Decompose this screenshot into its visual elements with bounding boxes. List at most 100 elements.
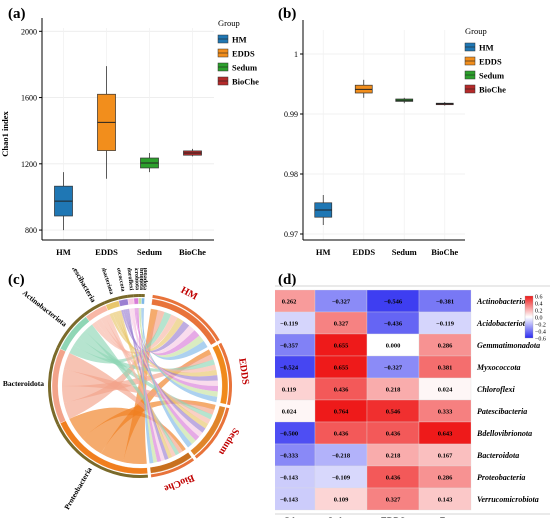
colorbar-tick-label: 0.2 [535,309,543,315]
heatmap-cell-label: −0.119 [436,321,455,328]
legend-label: EDDS [479,57,502,67]
x-tick-label: Sedum [392,247,417,257]
simpson-boxplot-chart: 0.970.980.991Simpson indexHMEDDSSedumBio… [284,20,506,257]
heatmap-cell-label: 0.436 [386,475,401,482]
heatmap-cell-label: 0.327 [334,321,349,328]
legend-label: BioChe [232,77,259,87]
x-tick-label: BioChe [431,247,458,257]
taxa-label: Gemmatimonadota [141,268,149,290]
heatmap-cell-label: 0.381 [438,365,453,372]
group-arc [190,405,226,456]
legend-label: EDDS [232,49,255,59]
row-label: Acidobacteriota [476,319,529,328]
y-tick-label: 0.99 [284,110,298,119]
colorbar-tick-label: −0.2 [535,323,546,329]
box-hm [54,172,73,231]
heatmap-cell-label: −0.327 [332,299,351,306]
x-tick-label: BioChe [179,247,206,257]
row-label: Proteobacteria [477,473,525,482]
heatmap-cell-label: 0.436 [334,431,349,438]
group-label: EDDS [236,357,251,385]
heatmap-cell-label: 0.436 [386,431,401,438]
chord-link [78,330,213,420]
y-tick-label: 2000 [21,27,37,36]
row-label: Chloroflexi [477,385,516,394]
heatmap-cell-label: 0.333 [438,409,453,416]
heatmap-cell-label: −0.119 [280,321,299,328]
taxa-arc [133,297,139,305]
group-outer-ring [218,342,232,406]
taxa-arc [127,298,135,305]
row-label: Verrucomicrobiota [477,495,539,504]
y-tick-label: 1 [294,50,298,59]
colorbar-tick-label: 0.4 [535,302,543,308]
row-label: Bdellovibrionota [476,429,532,438]
column-label: EDDS [381,516,405,518]
heatmap-cell-label: 0.024 [438,387,453,394]
heatmap-frame [275,285,550,515]
heatmap-cell-label: 0.643 [438,431,453,438]
box-sedum [140,153,159,173]
heatmap-cell [418,487,472,511]
box-edds [354,79,373,98]
y-tick-label: 0.98 [284,170,298,179]
chord-link [85,324,180,456]
x-tick-label: HM [316,247,331,257]
chao1-boxplot-chart: 800 1200 1600 2000 Chao1 index HM EDDS Sedum Bio… [0,18,259,257]
box-sedum [395,97,414,104]
heatmap-cell-label: 0.262 [282,299,297,306]
taxa-label: Proteobacteria [62,465,94,511]
legend-title: Group [465,26,487,36]
chord-link [104,314,176,458]
legend-label: HM [479,43,494,53]
chord-link [63,310,165,419]
taxa-label: Patescibacteria [66,268,98,304]
y-tick-label: 800 [25,226,37,235]
taxa-label: Verrucomicrobiota [132,268,140,290]
chord-link [142,308,154,464]
group-outer-ring [194,407,230,459]
heatmap-cell-label: 0.655 [334,365,349,372]
heatmap-cell-label: 0.655 [334,343,349,350]
chord-diagram: HMEDDSSedumBioCheProteobacteriaBacteroid… [3,268,251,511]
heatmap-cell-label: 0.436 [334,387,349,394]
legend: Group HM EDDS Sedum BioChe [464,26,506,95]
heatmap-cell-label: 0.286 [438,475,453,482]
chord-link [129,308,195,354]
colorbar-tick-label: −0.4 [535,330,546,336]
taxa-outer-ring [138,294,142,298]
row-label: Bacteroidota [476,451,519,460]
heatmap-cell-label: 0.218 [386,387,401,394]
chord-link [118,310,173,459]
group-arc [149,452,192,474]
chord-link [101,349,212,463]
heatmap-cell-label: 0.024 [282,409,297,416]
taxa-arc [141,297,145,305]
heatmap-cell-label: 0.764 [334,409,349,416]
colorbar-tick-label: 0.6 [535,295,543,301]
colorbar [524,295,534,339]
heatmap-cell-label: −0.524 [280,365,299,372]
y-tick-label: 1600 [21,94,37,103]
chord-link [82,399,216,454]
y-tick-label: 1200 [21,160,37,169]
heatmap-cell-label: 0.143 [438,497,453,504]
heatmap-cell-label: −0.327 [384,365,403,372]
chord-link [134,308,200,356]
heatmap-cell-label: 0.167 [438,453,453,460]
chord-rings [47,294,232,478]
panel-label-a: (a) [8,6,26,22]
heatmap-cell-label: 0.218 [386,453,401,460]
chord-link [142,308,192,448]
heatmap-cell-label: −0.143 [280,497,299,504]
taxa-outer-ring [117,294,128,300]
heatmap-cell-label: −0.546 [384,299,403,306]
column-label: Cd [283,516,295,518]
colorbar-tick-label: −0.6 [535,337,546,343]
x-tick-label: EDDS [352,247,375,257]
heatmap-cell-label: −0.500 [280,431,298,438]
box-hm [314,195,333,225]
chord-link [63,353,183,454]
group-label: HM [179,285,200,303]
row-label: Gemmatimonadota [477,341,540,350]
